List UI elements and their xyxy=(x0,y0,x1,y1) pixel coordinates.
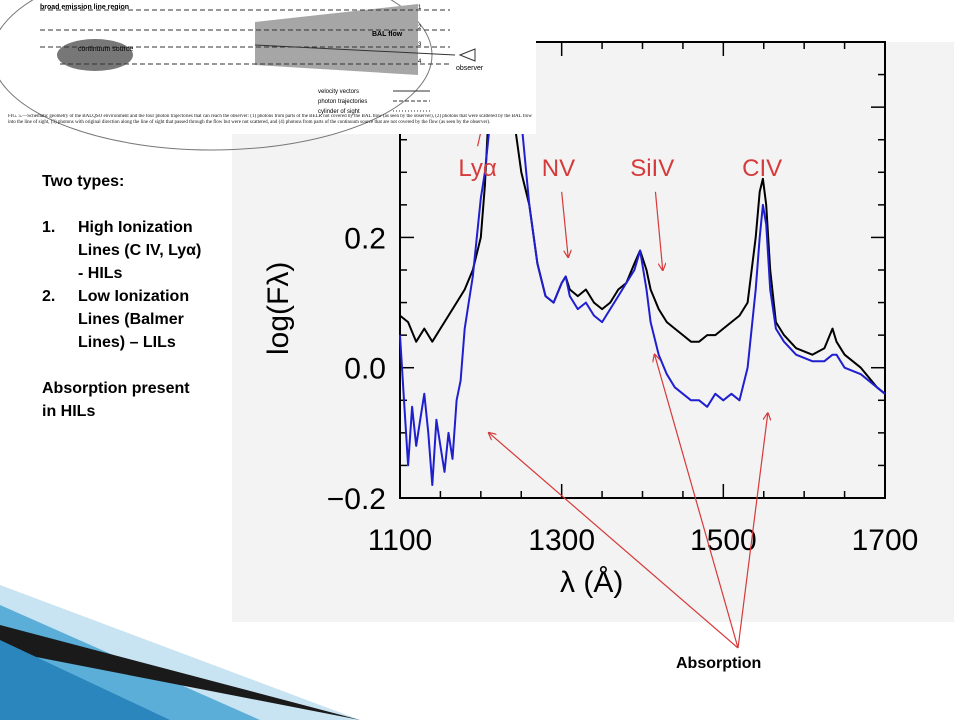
ray-number-4: 4 xyxy=(418,59,422,65)
list-item: 2. Low Ionization Lines (Balmer Lines) – … xyxy=(42,285,202,354)
ray-number-3: 3 xyxy=(418,42,422,48)
y-tick-label: 0.2 xyxy=(344,222,386,255)
y-axis-label: log(Fλ) xyxy=(262,262,295,355)
legend-cylinder: cylinder of sight xyxy=(318,109,360,115)
slide-body: Two types: 1. High Ionization Lines (C IV… xyxy=(42,170,202,423)
absorption-arrows xyxy=(489,355,768,649)
diagram-label-observer: observer xyxy=(456,65,484,72)
list-text: Low Ionization Lines (Balmer Lines) – LI… xyxy=(78,288,190,351)
line-label-arrow xyxy=(561,191,568,257)
spectrum-series-1 xyxy=(399,8,886,395)
x-tick-label: 1100 xyxy=(368,524,433,557)
absorption-arrow xyxy=(737,413,768,649)
absorption-arrow xyxy=(489,433,739,649)
continuum-source-shape xyxy=(57,39,133,71)
body-heading: Two types: xyxy=(42,173,125,190)
line-types-list: 1. High Ionization Lines (C IV, Lyα) - HI… xyxy=(42,216,202,354)
line-label-arrow xyxy=(654,191,662,270)
legend-photon: photon trajectories xyxy=(318,99,367,105)
ray-number-1: 1 xyxy=(418,5,422,11)
diagram-label-flow: BAL flow xyxy=(372,31,403,38)
decorative-ribbon xyxy=(0,585,360,720)
diagram-label-blr: broad emission line region xyxy=(40,4,129,11)
list-number: 2. xyxy=(42,288,56,305)
list-number: 1. xyxy=(42,219,56,236)
line-label: CIV xyxy=(742,155,782,182)
list-text: High Ionization Lines (C IV, Lyα) - HILs xyxy=(78,219,202,282)
spectrum-series-2 xyxy=(399,41,886,486)
line-label: NV xyxy=(542,155,575,182)
spectrum-curves xyxy=(399,8,886,486)
line-labels: Lyα NV SiIV CIV xyxy=(458,155,782,182)
absorption-arrow xyxy=(655,355,739,649)
line-label: SiIV xyxy=(630,155,674,182)
blr-outline xyxy=(0,0,433,151)
diagram-label-source: continuum source xyxy=(78,46,133,53)
body-footer: Absorption present in HILs xyxy=(42,380,190,420)
x-axis-label: λ (Å) xyxy=(560,566,623,599)
x-tick-label: 1700 xyxy=(852,524,919,557)
x-tick-label: 1300 xyxy=(528,524,595,557)
bal-schematic-diagram: broad emission line region continuum sou… xyxy=(0,0,536,151)
x-tick-label: 1500 xyxy=(690,524,757,557)
y-tick-label: 0.0 xyxy=(344,353,386,386)
diagram-caption-wrap: FIG. 5.—Schematic geometry of the BALQSO… xyxy=(8,114,532,125)
list-item: 1. High Ionization Lines (C IV, Lyα) - HI… xyxy=(42,216,202,285)
legend-velocity: velocity vectors xyxy=(318,89,359,95)
line-label: Lyα xyxy=(458,155,496,182)
bal-flow-shape xyxy=(255,4,418,75)
observer-eye-icon xyxy=(458,48,476,62)
ray-number-2: 2 xyxy=(418,25,422,31)
y-tick-label: −0.2 xyxy=(327,483,386,516)
absorption-label: Absorption xyxy=(676,655,762,672)
diagram-caption: FIG. 5.—Schematic geometry of the BALQSO… xyxy=(8,114,532,125)
